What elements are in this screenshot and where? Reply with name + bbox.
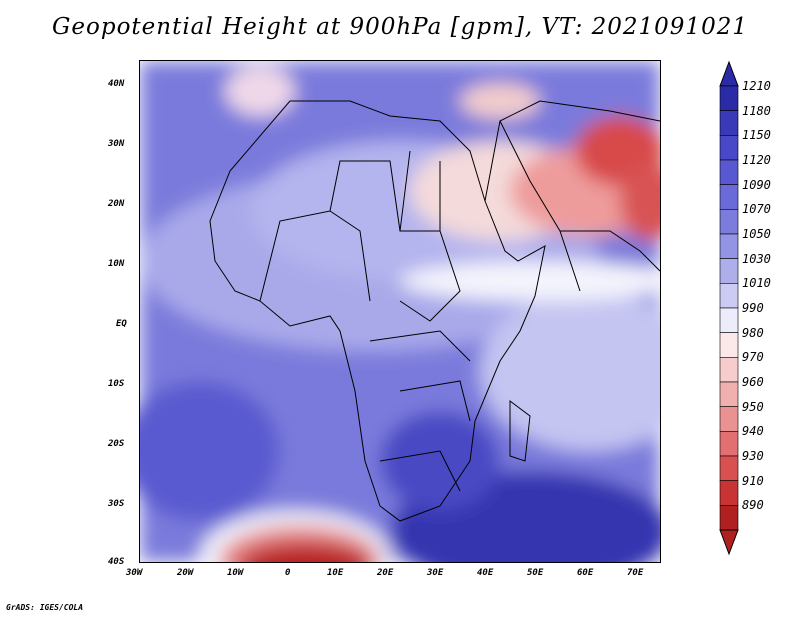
colorbar-level-label: 970 bbox=[742, 350, 764, 365]
credit-text: GrADS: IGES/COLA bbox=[6, 603, 84, 612]
geopotential-field bbox=[140, 61, 660, 562]
colorbar-level-label: 1090 bbox=[742, 177, 771, 192]
colorbar-swatch bbox=[719, 184, 739, 210]
y-tick-label: 10N bbox=[108, 259, 125, 269]
y-tick-label: 40N bbox=[108, 79, 125, 89]
chart-title: Geopotential Height at 900hPa [gpm], VT:… bbox=[52, 14, 748, 40]
x-tick-label: 20W bbox=[177, 568, 194, 578]
colorbar-swatch bbox=[719, 258, 739, 284]
colorbar-level-label: 1010 bbox=[742, 276, 771, 291]
colorbar-level-label: 960 bbox=[742, 375, 764, 389]
y-tick-label: 20S bbox=[108, 439, 125, 449]
colorbar-swatch bbox=[719, 431, 739, 457]
colorbar-swatch bbox=[719, 233, 739, 259]
colorbar-swatch bbox=[719, 505, 739, 531]
colorbar-swatch bbox=[719, 455, 739, 481]
x-tick-label: 20E bbox=[377, 568, 394, 578]
colorbar-level-label: 940 bbox=[742, 424, 764, 439]
colorbar-level-label: 1050 bbox=[742, 227, 771, 241]
colorbar-level-label: 1120 bbox=[742, 153, 771, 167]
map-svg bbox=[140, 61, 660, 562]
x-tick-label: 50E bbox=[527, 568, 544, 578]
colorbar-swatches bbox=[719, 60, 739, 556]
colorbar-swatch bbox=[719, 283, 739, 309]
x-tick-label: 70E bbox=[627, 568, 644, 578]
x-tick-label: 30E bbox=[427, 568, 444, 578]
colorbar-level-label: 890 bbox=[742, 498, 764, 513]
colorbar bbox=[719, 60, 739, 556]
colorbar-level-label: 980 bbox=[742, 325, 764, 340]
colorbar-swatch bbox=[719, 332, 739, 358]
x-tick-label: 40E bbox=[477, 568, 494, 578]
colorbar-level-label: 1210 bbox=[742, 79, 771, 93]
y-tick-label: 10S bbox=[108, 379, 125, 389]
colorbar-level-label: 930 bbox=[742, 449, 764, 463]
colorbar-swatch bbox=[719, 381, 739, 407]
y-tick-label: 20N bbox=[108, 199, 125, 209]
colorbar-level-label: 1070 bbox=[742, 202, 771, 217]
colorbar-swatch bbox=[719, 135, 739, 161]
colorbar-level-label: 1030 bbox=[742, 251, 771, 266]
colorbar-swatch bbox=[719, 406, 739, 432]
y-tick-label: 40S bbox=[108, 557, 125, 567]
colorbar-swatch bbox=[719, 159, 739, 185]
colorbar-level-label: 910 bbox=[742, 473, 764, 488]
colorbar-swatch bbox=[719, 480, 739, 506]
x-tick-label: 60E bbox=[577, 568, 594, 578]
map-panel bbox=[139, 60, 661, 563]
colorbar-level-label: 1150 bbox=[742, 128, 771, 143]
colorbar-swatch bbox=[719, 209, 739, 235]
colorbar-level-label: 1180 bbox=[742, 103, 771, 118]
colorbar-swatch bbox=[719, 357, 739, 383]
coastlines bbox=[209, 100, 660, 522]
colorbar-level-label: 990 bbox=[742, 301, 764, 315]
x-tick-label: 10E bbox=[327, 568, 344, 578]
colorbar-top-arrow bbox=[719, 60, 739, 87]
x-tick-label: 30W bbox=[126, 568, 143, 578]
colorbar-level-label: 950 bbox=[742, 399, 764, 414]
colorbar-swatch bbox=[719, 307, 739, 333]
y-tick-label: 30S bbox=[108, 499, 125, 509]
x-tick-label: 0 bbox=[285, 568, 291, 578]
colorbar-swatch bbox=[719, 85, 739, 111]
y-tick-label: 30N bbox=[108, 139, 125, 149]
colorbar-bottom-arrow bbox=[719, 529, 739, 556]
colorbar-swatch bbox=[719, 110, 739, 136]
y-tick-label: EQ bbox=[116, 319, 127, 329]
x-tick-label: 10W bbox=[227, 568, 244, 578]
